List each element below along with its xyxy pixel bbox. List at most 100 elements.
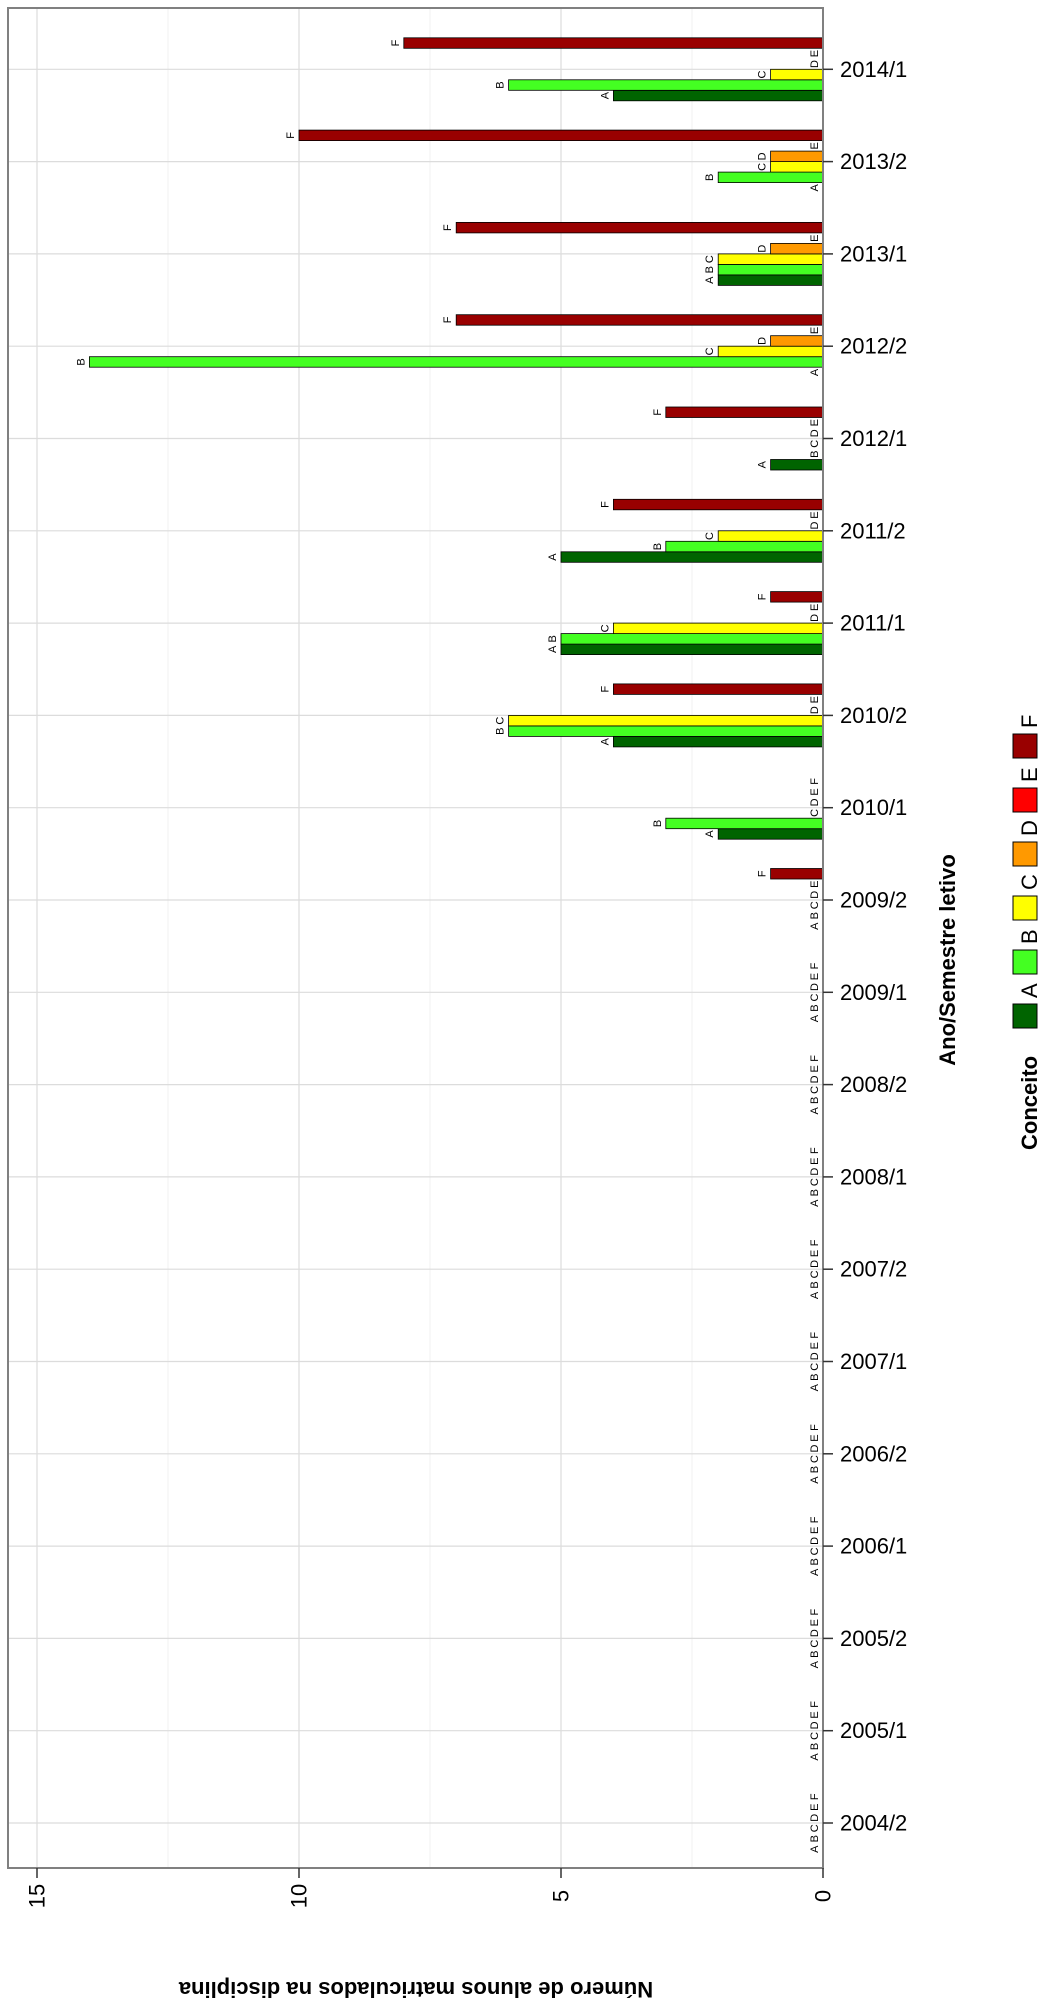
legend-label-A: A xyxy=(1017,983,1042,998)
bars xyxy=(89,37,824,880)
bar-A-2010/1 xyxy=(717,828,824,840)
bar-label: D xyxy=(809,1629,821,1637)
bar-label: B xyxy=(809,1189,821,1196)
value-tick-label: 15 xyxy=(25,1884,50,1908)
bar-label: E xyxy=(809,1711,821,1718)
bar-C-2013/2 xyxy=(770,161,824,173)
bar-label: D xyxy=(809,1721,821,1729)
bar-label: B xyxy=(809,1466,821,1473)
legend-items: A B C D E F xyxy=(1012,715,1042,1029)
bar-label: B xyxy=(809,1558,821,1565)
bar-label: A xyxy=(599,737,611,745)
bar-label: F xyxy=(809,1239,821,1246)
bar-label: A xyxy=(809,922,821,930)
bar-label: C xyxy=(809,809,821,817)
bar-label: B xyxy=(495,727,507,734)
bar-label: F xyxy=(757,593,769,600)
bar-label: C xyxy=(809,1455,821,1463)
bar-label: C xyxy=(809,1086,821,1094)
bar-label: B xyxy=(495,81,507,88)
bar-label: C xyxy=(809,1363,821,1371)
bar-label: D xyxy=(809,60,821,68)
bar-label: C xyxy=(809,1270,821,1278)
y-axis-title-group: Número de alunos matriculados na discipl… xyxy=(178,1977,653,2002)
category-tick-label: 2008/2 xyxy=(840,1072,907,1097)
bar-A-2010/2 xyxy=(613,736,824,748)
category-tick-label: 2010/2 xyxy=(840,703,907,728)
bar-label: D xyxy=(757,152,769,160)
legend-label-D: D xyxy=(1017,820,1042,836)
bar-F-2011/2 xyxy=(613,498,824,511)
bar-label: D xyxy=(809,983,821,991)
bar-label: E xyxy=(809,50,821,57)
bar-label: D xyxy=(809,1352,821,1360)
bar-label: B xyxy=(547,635,559,642)
bar-label: C xyxy=(704,532,716,540)
bar-A-2012/1 xyxy=(770,459,824,471)
bar-label: D xyxy=(757,245,769,253)
bar-C-2010/2 xyxy=(508,715,824,727)
bar-label: E xyxy=(809,1250,821,1257)
bar-label: E xyxy=(809,1804,821,1811)
bar-label: E xyxy=(809,327,821,334)
bar-label: F xyxy=(599,501,611,508)
bar-label: C xyxy=(809,1178,821,1186)
legend: Conceito A B C D E F xyxy=(1012,715,1042,1150)
value-tick-label: 5 xyxy=(549,1890,574,1902)
bar-label: C xyxy=(599,624,611,632)
bar-label: E xyxy=(809,696,821,703)
bar-C-2014/1 xyxy=(770,68,824,81)
bar-label: B xyxy=(809,1004,821,1011)
bar-label: E xyxy=(809,1157,821,1164)
legend-swatch-D xyxy=(1012,841,1038,867)
bar-label: C xyxy=(809,994,821,1002)
legend-label-F: F xyxy=(1017,715,1042,728)
bar-label: B xyxy=(809,912,821,919)
category-tick-label: 2009/2 xyxy=(840,888,907,913)
legend-label-C: C xyxy=(1017,874,1042,890)
bar-label: C xyxy=(809,901,821,909)
bar-label: D xyxy=(809,614,821,622)
bar-label: E xyxy=(809,881,821,888)
bar-label: C xyxy=(809,1640,821,1648)
bar-label: E xyxy=(809,1527,821,1534)
category-tick-label: 2010/1 xyxy=(840,795,907,820)
category-tick-label: 2005/1 xyxy=(840,1718,907,1743)
bar-label: E xyxy=(809,1619,821,1626)
bar-label: A xyxy=(809,1660,821,1668)
bar-label: A xyxy=(809,1291,821,1299)
bar-label: C xyxy=(704,347,716,355)
bar-label: B xyxy=(652,820,664,827)
bar-label: A xyxy=(599,91,611,99)
bar-label: F xyxy=(442,316,454,323)
bar-label: F xyxy=(599,686,611,693)
plot-panel xyxy=(7,7,824,1869)
category-tick-label: 2013/2 xyxy=(840,149,907,174)
bar-label: A xyxy=(809,368,821,376)
bar-label: B xyxy=(652,543,664,550)
bar-F-2012/2 xyxy=(455,314,824,326)
bar-label: B xyxy=(809,1097,821,1104)
legend-swatch-C xyxy=(1012,895,1038,921)
bar-label: D xyxy=(809,891,821,899)
grid-lines xyxy=(8,8,824,1868)
bar-F-2009/2 xyxy=(770,868,824,880)
bar-label: A xyxy=(809,184,821,192)
bar-D-2013/2 xyxy=(770,150,824,163)
bar-B-2013/2 xyxy=(717,171,824,184)
bar-label: C xyxy=(809,440,821,448)
bar-label: D xyxy=(809,798,821,806)
bar-A-2011/2 xyxy=(560,551,824,563)
bar-B-2011/2 xyxy=(665,540,824,553)
bar-label: B xyxy=(809,1835,821,1842)
bar-D-2013/1 xyxy=(770,242,824,255)
legend-label-E: E xyxy=(1017,767,1042,782)
bar-label: E xyxy=(809,234,821,241)
bar-label: D xyxy=(809,522,821,530)
bar-label: A xyxy=(809,1383,821,1391)
bar-A-2013/1 xyxy=(717,274,824,286)
bar-label: D xyxy=(809,1075,821,1083)
bar-label: F xyxy=(442,224,454,231)
bar-label: E xyxy=(809,1342,821,1349)
y-axis-title: Número de alunos matriculados na discipl… xyxy=(178,1977,653,2002)
